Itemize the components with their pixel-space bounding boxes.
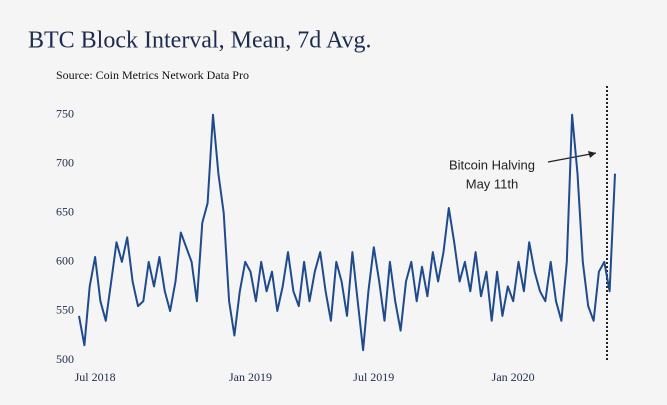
x-tick-label: Jul 2018 — [75, 370, 116, 384]
chart-title: BTC Block Interval, Mean, 7d Avg. — [28, 28, 372, 54]
annotation-arrow — [547, 152, 597, 163]
x-tick-label: Jul 2019 — [353, 370, 394, 384]
y-tick-label: 750 — [56, 107, 74, 121]
x-tick-label: Jan 2019 — [229, 370, 272, 384]
chart-subtitle: Source: Coin Metrics Network Data Pro — [56, 68, 249, 82]
y-tick-label: 650 — [56, 205, 74, 219]
data-line — [78, 113, 616, 352]
y-tick-label: 550 — [56, 303, 74, 317]
y-tick-label: 500 — [56, 352, 74, 366]
annotation: Bitcoin Halving — [449, 157, 535, 172]
y-tick-label: 700 — [56, 156, 74, 170]
annotation: May 11th — [466, 176, 519, 191]
y-tick-label: 600 — [56, 254, 74, 268]
x-tick-label: Jan 2020 — [492, 370, 535, 384]
annotation-arrowhead — [588, 151, 596, 158]
